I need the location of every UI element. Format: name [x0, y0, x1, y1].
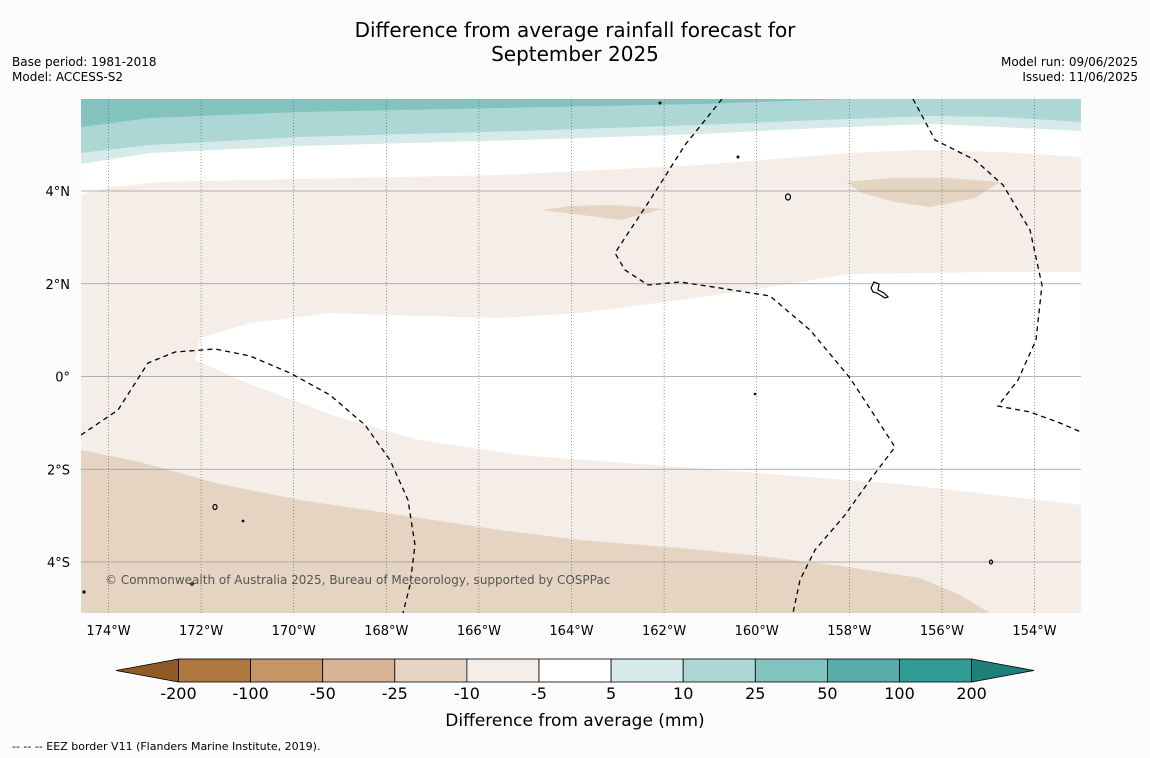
colorbar-tick-label: -50	[310, 684, 336, 703]
colorbar-tick-label: 10	[673, 684, 693, 703]
longitude-label: 172°W	[179, 624, 223, 639]
model-name-text: Model: ACCESS-S2	[12, 70, 124, 84]
colorbar-tick-label: -25	[382, 684, 408, 703]
island-coastlines	[82, 101, 994, 594]
latitude-label: 0°	[55, 371, 70, 386]
colorbar-tick-label: 50	[817, 684, 837, 703]
eez-border-line-west	[81, 348, 416, 613]
colorbar-tick-label: 5	[606, 684, 616, 703]
latitude-label: 2°S	[47, 463, 70, 478]
island-outline	[988, 559, 994, 565]
longitude-label: 160°W	[735, 624, 779, 639]
latitude-label: 2°N	[46, 278, 71, 293]
longitude-label: 154°W	[1012, 624, 1056, 639]
issued-date-text: Issued: 11/06/2025	[1022, 70, 1138, 84]
run-info: Model run: 09/06/2025 Issued: 11/06/2025	[1001, 55, 1138, 85]
map-plot-area: © Commonwealth of Australia 2025, Bureau…	[81, 99, 1081, 613]
colorbar-bin	[250, 658, 324, 683]
eez-border-line-east	[912, 99, 1081, 433]
map-title: Difference from average rainfall forecas…	[0, 18, 1150, 66]
copyright-credit: © Commonwealth of Australia 2025, Bureau…	[105, 573, 610, 587]
island-outline	[82, 590, 86, 594]
eez-border-lines	[81, 99, 1081, 613]
colorbar-bin	[178, 658, 251, 683]
island-outline	[241, 519, 245, 523]
latitude-label: 4°S	[47, 556, 70, 571]
colorbar-bin	[682, 658, 756, 683]
colorbar-bin	[322, 658, 396, 683]
colorbar-bin	[538, 658, 612, 683]
colorbar-tick-label: 25	[745, 684, 765, 703]
rainfall-region-teal-medium	[81, 99, 850, 127]
island-outline	[870, 281, 890, 299]
longitude-label: 168°W	[364, 624, 408, 639]
island-outline	[784, 193, 792, 201]
latitude-labels: 4°N 2°N 0° 2°S 4°S	[46, 185, 71, 571]
longitude-label: 174°W	[86, 624, 130, 639]
longitude-labels: 174°W 172°W 170°W 168°W 166°W 164°W 162°W 160°W…	[86, 624, 1056, 639]
map-title-line-1: Difference from average rainfall forecas…	[354, 18, 796, 42]
island-outline	[658, 101, 662, 105]
rainfall-patch-tan-east	[846, 178, 1000, 207]
map-title-line-2: September 2025	[491, 42, 659, 66]
colorbar-bin	[610, 658, 684, 683]
colorbar-tick-label: -100	[232, 684, 268, 703]
longitude-label: 166°W	[457, 624, 501, 639]
longitude-label: 164°W	[549, 624, 593, 639]
colorbar-bin	[827, 658, 900, 683]
rainfall-region-teal-light	[81, 99, 1081, 153]
rainfall-region-south-tan	[81, 450, 990, 613]
latitude-label: 4°N	[46, 185, 71, 200]
longitude-label: 156°W	[920, 624, 964, 639]
longitude-label: 158°W	[827, 624, 871, 639]
colorbar-extend-min	[115, 658, 179, 683]
colorbar: -200 -100 -50 -25 -10 -5 5 10 25 50 100 200	[115, 658, 1035, 703]
base-period-text: Base period: 1981-2018	[12, 55, 157, 69]
island-outline	[190, 582, 194, 586]
colorbar-tick-label: -10	[454, 684, 480, 703]
colorbar-extend-max	[971, 658, 1035, 683]
colorbar-bin	[466, 658, 540, 683]
model-info: Base period: 1981-2018 Model: ACCESS-S2	[12, 55, 157, 85]
colorbar-tick-label: 100	[884, 684, 915, 703]
rainfall-patch-tan-central	[542, 205, 663, 220]
longitude-label: 162°W	[642, 624, 686, 639]
eez-border-line-central	[614, 99, 896, 613]
colorbar-title: Difference from average (mm)	[445, 711, 704, 731]
colorbar-tick-label: -200	[160, 684, 196, 703]
longitude-label: 170°W	[272, 624, 316, 639]
map-graticule	[81, 99, 1081, 613]
eez-legend-note: -- -- -- EEZ border V11 (Flanders Marine…	[12, 740, 321, 753]
island-outline	[736, 155, 740, 159]
colorbar-tick-label: -5	[531, 684, 547, 703]
colorbar-bin	[899, 658, 972, 683]
model-run-text: Model run: 09/06/2025	[1000, 55, 1138, 69]
colorbar-tick-label: 200	[956, 684, 987, 703]
island-outline	[212, 503, 218, 511]
colorbar-bin	[394, 658, 468, 683]
colorbar-bin	[754, 658, 828, 683]
island-outline	[753, 392, 757, 396]
rainfall-region-north-light-tan	[81, 150, 1081, 613]
